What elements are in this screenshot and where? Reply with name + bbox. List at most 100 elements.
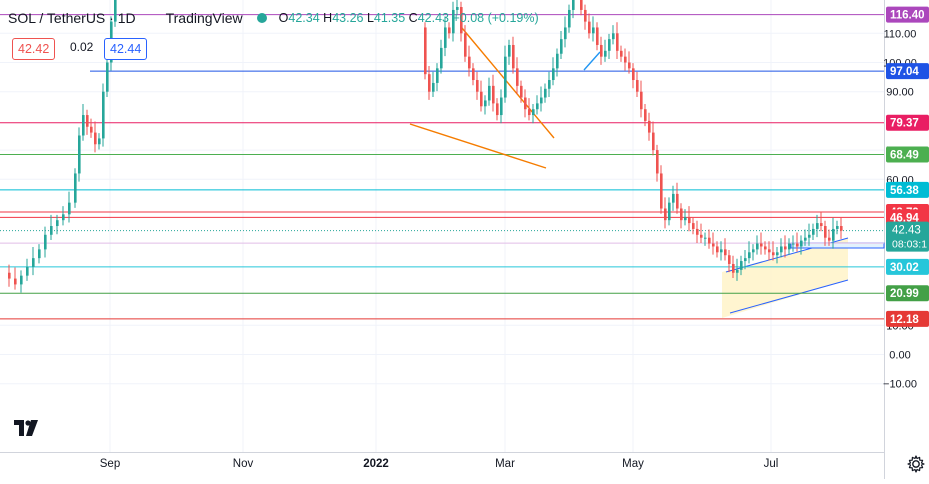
candle-body: [780, 246, 783, 253]
gear-icon[interactable]: [906, 454, 926, 474]
candle-body: [620, 50, 623, 57]
candle-body: [792, 243, 795, 245]
candle-body: [660, 173, 663, 209]
level-badge-label: 20.99: [890, 288, 919, 300]
candle-body: [840, 226, 843, 231]
candle-body: [428, 74, 431, 92]
change-value: +0.08 (+0.19%): [452, 11, 539, 25]
candle-body: [424, 27, 427, 75]
candle-body: [444, 27, 447, 48]
candle-body: [544, 88, 547, 98]
candle-body: [596, 27, 599, 45]
candle-body: [82, 115, 85, 136]
candle-body: [508, 44, 511, 57]
x-tick-label: May: [622, 458, 644, 470]
candle-body: [484, 100, 487, 107]
sell-price-box[interactable]: 42.42: [12, 38, 56, 60]
candle-body: [616, 33, 619, 51]
level-badge-label: 116.40: [890, 10, 925, 22]
candle-body: [808, 234, 811, 238]
candle-body: [776, 252, 779, 256]
level-badge: [886, 258, 929, 275]
candle-body: [600, 44, 603, 57]
candle-body: [652, 132, 655, 151]
candle-body: [604, 50, 607, 57]
candle-body: [524, 97, 527, 110]
candle-body: [90, 126, 93, 133]
candle-body: [468, 56, 471, 69]
candle-body: [636, 80, 639, 92]
candle-body: [456, 7, 459, 10]
buy-price-box[interactable]: 42.44: [104, 38, 148, 60]
candle-body: [664, 208, 667, 221]
level-badge: [886, 181, 929, 198]
x-tick-label: 2022: [363, 458, 389, 470]
ohlc-values: O42.34 H43.26 L41.35 C42.43 +0.08 (+0.19…: [278, 11, 539, 25]
candle-body: [712, 243, 715, 247]
candle-body: [700, 234, 703, 238]
x-tick-label: Jul: [764, 458, 779, 470]
candle-body: [32, 258, 35, 267]
level-badge: [886, 114, 929, 131]
candle-body: [44, 234, 47, 250]
candle-body: [68, 202, 71, 215]
candle-body: [676, 193, 679, 209]
candle-body: [492, 85, 495, 104]
candle-body: [788, 243, 791, 250]
candle-body: [532, 109, 535, 116]
candle-body: [504, 56, 507, 98]
wedge-lower-line: [409, 123, 547, 169]
level-badge-label: 56.38: [890, 185, 919, 197]
candle-body: [748, 252, 751, 259]
candle-body: [728, 255, 731, 264]
candle-body: [102, 91, 105, 139]
candle-body: [824, 226, 827, 238]
candle-body: [612, 33, 615, 40]
candle-body: [784, 246, 787, 250]
candle-body: [812, 228, 815, 235]
level-badge-label: 68.49: [890, 150, 919, 162]
x-tick-label: Nov: [233, 458, 254, 470]
candle-body: [26, 266, 29, 276]
candle-body: [50, 226, 53, 235]
candle-body: [752, 249, 755, 253]
candle-body: [800, 240, 803, 247]
y-tick-label: −10.00: [883, 379, 917, 391]
candle-body: [772, 252, 775, 256]
candle-body: [628, 62, 631, 69]
x-tick-label: Mar: [495, 458, 515, 470]
candle-body: [38, 249, 41, 259]
candle-body: [488, 85, 491, 101]
candle-body: [56, 220, 59, 227]
candle-body: [86, 115, 89, 127]
level-badge-label: 79.37: [890, 118, 919, 130]
candle-body: [632, 68, 635, 81]
y-tick-label: 110.00: [884, 28, 917, 40]
channel-lower-line: [729, 279, 849, 314]
candle-body: [564, 27, 567, 40]
candle-body: [540, 97, 543, 104]
candle-body: [588, 21, 591, 34]
candle-body: [476, 80, 479, 92]
candle-body: [608, 39, 611, 51]
candle-body: [740, 261, 743, 270]
candle-body: [640, 91, 643, 110]
candle-body: [688, 217, 691, 224]
candle-body: [556, 53, 559, 69]
tradingview-logo-icon: [14, 420, 38, 436]
y-tick-label: 0.00: [889, 350, 910, 362]
candle-body: [716, 246, 719, 253]
candle-body: [828, 237, 831, 241]
wedge-upper-line: [461, 27, 555, 139]
candle-body: [94, 132, 97, 145]
candle-body: [708, 237, 711, 244]
symbol-label[interactable]: SOL / TetherUS · 1D: [8, 10, 136, 26]
x-tick-label: Sep: [100, 458, 120, 470]
candle-body: [592, 27, 595, 34]
spread-value: 0.02: [70, 40, 94, 54]
candle-body: [440, 47, 443, 69]
candle-body: [464, 33, 467, 57]
